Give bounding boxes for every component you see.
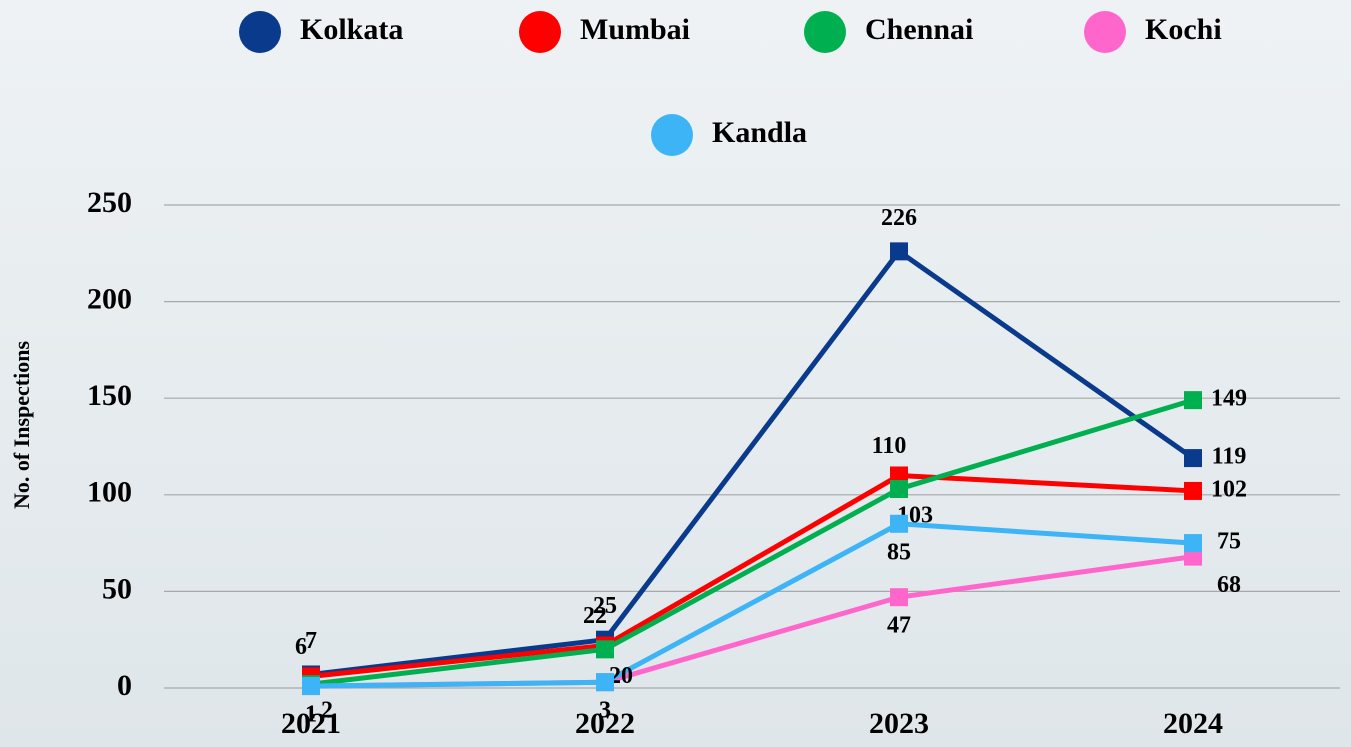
y-tick-label: 50 bbox=[102, 572, 132, 605]
y-tick-label: 150 bbox=[87, 379, 132, 412]
legend-label: Kolkata bbox=[300, 13, 403, 46]
legend-label: Kandla bbox=[712, 116, 807, 149]
data-label: 102 bbox=[1211, 476, 1247, 502]
data-label: 25 bbox=[593, 593, 617, 619]
data-label: 3 bbox=[599, 698, 611, 724]
data-label: 7 bbox=[305, 628, 317, 654]
x-tick-label: 2021 bbox=[281, 707, 341, 740]
data-point bbox=[890, 588, 908, 607]
data-point bbox=[1184, 547, 1202, 566]
x-tick-label: 2022 bbox=[575, 707, 635, 740]
legend-marker bbox=[239, 11, 281, 53]
series-line bbox=[310, 472, 1194, 679]
data-point bbox=[1184, 449, 1202, 468]
data-label: 1 bbox=[305, 702, 317, 728]
legend-label: Chennai bbox=[865, 13, 973, 46]
data-label: 119 bbox=[1212, 444, 1247, 470]
series-line bbox=[310, 247, 1195, 677]
data-point bbox=[1184, 534, 1202, 553]
legend-marker bbox=[804, 11, 846, 53]
data-point bbox=[890, 242, 908, 261]
data-label: 2 bbox=[321, 698, 333, 724]
x-tick-label: 2023 bbox=[869, 707, 929, 740]
data-label: 226 bbox=[881, 205, 917, 231]
data-label: 22 bbox=[583, 603, 607, 629]
legend-marker bbox=[651, 114, 693, 156]
y-tick-label: 200 bbox=[87, 282, 132, 315]
series-line bbox=[310, 521, 1194, 689]
data-label: 149 bbox=[1211, 386, 1247, 412]
data-point bbox=[1184, 391, 1202, 410]
y-tick-label: 250 bbox=[87, 186, 132, 219]
legend-label: Mumbai bbox=[580, 13, 690, 46]
data-point bbox=[890, 466, 908, 485]
legend-label: Kochi bbox=[1145, 13, 1222, 46]
x-tick-label: 2024 bbox=[1163, 707, 1223, 740]
y-tick-label: 100 bbox=[87, 476, 132, 509]
data-label: 6 bbox=[295, 634, 307, 660]
data-point bbox=[890, 514, 908, 533]
data-label: 75 bbox=[1217, 529, 1241, 555]
data-point bbox=[596, 673, 614, 692]
y-axis-title: No. of Inspections bbox=[9, 341, 34, 510]
data-label: 85 bbox=[887, 539, 911, 565]
data-point bbox=[1184, 481, 1202, 500]
series-line bbox=[310, 397, 1194, 687]
data-point bbox=[890, 480, 908, 499]
legend-marker bbox=[1084, 11, 1126, 53]
data-label: 1 bbox=[305, 702, 317, 728]
data-label: 68 bbox=[1217, 572, 1241, 598]
data-point bbox=[302, 677, 320, 696]
data-point bbox=[596, 640, 614, 659]
data-label: 110 bbox=[872, 433, 907, 459]
data-label: 3 bbox=[599, 698, 611, 724]
legend-marker bbox=[519, 11, 561, 53]
data-label: 47 bbox=[887, 613, 911, 639]
y-tick-label: 0 bbox=[117, 669, 132, 702]
